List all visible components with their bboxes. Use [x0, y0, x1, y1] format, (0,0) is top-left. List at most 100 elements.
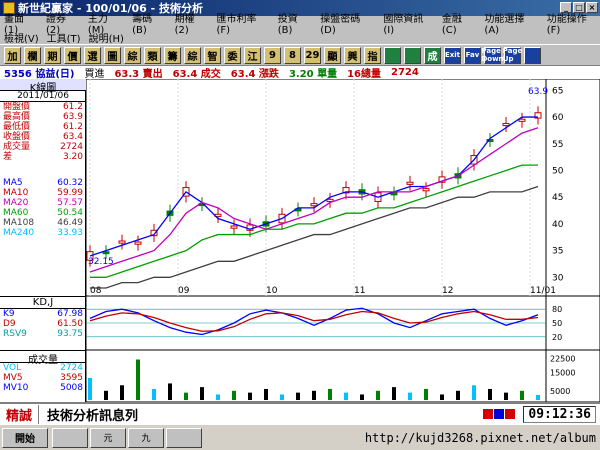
app-icon — [3, 2, 15, 14]
maximize-button[interactable]: □ — [573, 2, 585, 13]
series-line-ma108 — [90, 185, 539, 289]
toolbar-button[interactable] — [404, 46, 421, 64]
toolbar-button[interactable]: Page Down — [481, 46, 504, 64]
toolbar-button[interactable]: 興 — [344, 46, 361, 64]
menu-item[interactable]: 檢視(V) — [4, 33, 39, 45]
minimize-button[interactable]: _ — [560, 2, 572, 13]
toolbar-button[interactable]: 成 — [424, 46, 441, 64]
volume-bar — [280, 394, 284, 400]
value-row: K9 67.98 — [0, 309, 86, 319]
menu-item[interactable]: 投資(B) — [277, 14, 298, 36]
volume-bar — [392, 387, 396, 400]
kd-tick-label: 20 — [552, 333, 562, 342]
toolbar-button[interactable]: 綜 — [124, 46, 141, 64]
signal-lights — [483, 409, 516, 419]
taskbar-task[interactable] — [52, 427, 88, 448]
volume-bar — [216, 394, 220, 400]
single-volume: 16總量 — [347, 69, 382, 80]
value-val: 33.93 — [57, 228, 83, 238]
toolbar-button[interactable]: Page Up — [502, 46, 523, 64]
value-key: RSV9 — [3, 329, 27, 339]
kline-values: 開盤價 61.2 最高價 63.9 最低價 61.2 收盤價 63.4 成交量 2724 差 3.20 — [0, 102, 86, 162]
taskbar-task[interactable]: 九 — [128, 427, 164, 448]
candle-body — [534, 112, 542, 119]
menu-item[interactable]: 工具(T) — [46, 33, 81, 45]
toolbar-button[interactable]: 選 — [84, 46, 101, 64]
toolbar-button[interactable]: 委 — [224, 46, 241, 64]
value-row: MA5 60.32 — [0, 178, 86, 188]
value-row: MA20 57.57 — [0, 198, 86, 208]
toolbar-button[interactable]: 顯 — [324, 46, 341, 64]
value-key: 成交量 — [3, 142, 31, 152]
volume-bar — [296, 392, 300, 400]
toolbar-button[interactable]: 9 — [264, 46, 281, 64]
value-val: 57.57 — [57, 198, 83, 208]
window-titlebar[interactable]: 新世紀贏家 - 100/01/06 - 技術分析 _ □ × — [0, 0, 600, 16]
candle-body — [102, 251, 110, 255]
menu-item[interactable]: 期權(2) — [174, 14, 195, 36]
value-row: 最高價 63.9 — [0, 112, 86, 122]
indicator-panel: K線圖 2011/01/06 開盤價 61.2 最高價 63.9 最低價 61.2 收盤價 6… — [0, 79, 86, 402]
close-button[interactable]: × — [586, 2, 598, 13]
taskbar-task[interactable] — [166, 427, 202, 448]
menu-item[interactable]: 主力(M) — [87, 14, 108, 36]
value-row: 差 3.20 — [0, 152, 86, 162]
toolbar-button[interactable]: Exit — [444, 46, 461, 64]
menu-item[interactable]: 功能操作(F) — [546, 14, 587, 36]
y-tick-label: 30 — [552, 273, 564, 283]
toolbar-button[interactable]: 期 — [44, 46, 61, 64]
volume-bar — [504, 392, 508, 400]
volume-bar — [488, 388, 492, 400]
value-row: 成交量 2724 — [0, 142, 86, 152]
chart-canvas[interactable]: 30 35 40 45 50 55 60 65 08 09 10 11 12 11/01 63.9 32.15… — [86, 79, 600, 402]
value-val: 61.50 — [57, 319, 83, 329]
menu-item[interactable]: 籌碼(B) — [132, 14, 153, 36]
menu-item[interactable]: 國際資訊(I) — [383, 14, 424, 36]
candle-body — [422, 188, 430, 192]
toolbar-button[interactable]: 圖 — [104, 46, 121, 64]
menu-item[interactable]: 匯市利率(F) — [216, 14, 257, 36]
candle-body — [518, 118, 526, 122]
task-list: 元九 — [52, 427, 202, 448]
menu-item[interactable]: 證券(2) — [45, 14, 66, 36]
menu-item[interactable]: 功能選擇(A) — [484, 14, 525, 36]
toolbar-button[interactable]: 綜 — [184, 46, 201, 64]
menu-item[interactable]: 說明(H) — [88, 33, 124, 45]
toolbar-button[interactable]: 指 — [364, 46, 381, 64]
toolbar-button[interactable]: 29 — [304, 46, 321, 64]
candle-body — [502, 122, 510, 127]
menu-item[interactable]: 畫面(1) — [4, 14, 24, 36]
volume-bar — [152, 388, 156, 400]
kd-values: K9 67.98 D9 61.50 RSV9 93.75 — [0, 309, 86, 339]
start-button[interactable]: 開始 — [2, 427, 48, 448]
toolbar-button[interactable]: 籌 — [164, 46, 181, 64]
value-val: 2724 — [60, 363, 83, 373]
volume-tick-label: 15000 — [550, 368, 575, 377]
toolbar-button[interactable]: Fav — [464, 46, 481, 64]
toolbar-button[interactable]: 8 — [284, 46, 301, 64]
chart-area: 5356 協益(日) 買進 63.3 賣出 63.4 成交 63.4 漲跌 3.… — [0, 66, 600, 402]
toolbar-button[interactable]: 類 — [144, 46, 161, 64]
value-val: 67.98 — [57, 309, 83, 319]
volume-bar — [168, 383, 172, 400]
toolbar-button[interactable]: 價 — [64, 46, 81, 64]
menu-item[interactable]: 操盤密碼(D) — [320, 14, 361, 36]
value-row: VOL 2724 — [0, 363, 86, 373]
sell-value: 63.4 成交 — [172, 69, 221, 80]
toolbar-button[interactable]: 智 — [204, 46, 221, 64]
total-volume: 2724 — [391, 67, 419, 78]
toolbar-button[interactable]: 欄 — [24, 46, 41, 64]
taskbar-task[interactable]: 元 — [90, 427, 126, 448]
menu-item[interactable]: 金融(C) — [441, 14, 462, 36]
toolbar-button[interactable]: 加 — [4, 46, 21, 64]
menu-row-2: 檢視(V) 工具(T) 說明(H) — [0, 30, 600, 45]
toolbar-button[interactable] — [384, 46, 401, 64]
toolbar-button[interactable]: 江 — [244, 46, 261, 64]
watermark: http://kujd3268.pixnet.net/album — [364, 430, 596, 445]
volume-bar — [232, 390, 236, 400]
candle-body — [390, 192, 398, 196]
ma-values: MA5 60.32 MA10 59.99 MA20 57.57 MA60 50.54 MA108… — [0, 178, 86, 238]
series-line-ma60 — [90, 164, 538, 278]
value-row: 最低價 61.2 — [0, 122, 86, 132]
toolbar-button[interactable] — [524, 46, 541, 64]
